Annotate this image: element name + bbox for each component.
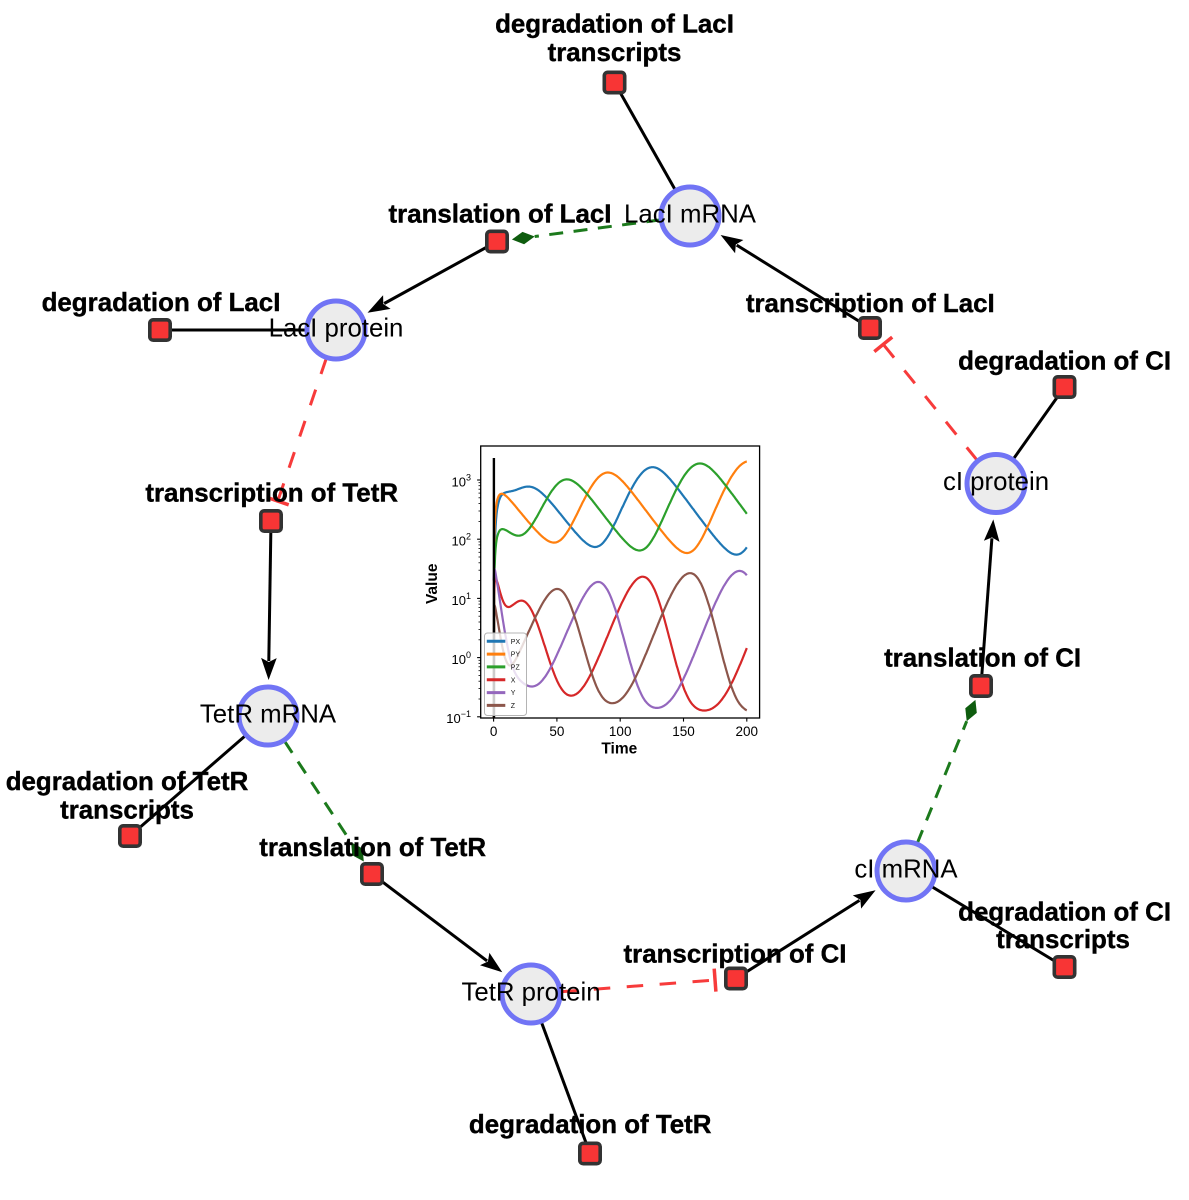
- svg-text:translation of LacI: translation of LacI: [389, 201, 612, 229]
- svg-text:translation of TetR: translation of TetR: [259, 834, 486, 862]
- svg-text:100: 100: [609, 724, 632, 739]
- svg-text:degradation of CI: degradation of CI: [958, 898, 1171, 926]
- svg-text:Value: Value: [424, 563, 441, 604]
- svg-text:degradation of CI: degradation of CI: [958, 347, 1171, 375]
- svg-text:Z: Z: [511, 703, 516, 710]
- svg-text:LacI protein: LacI protein: [269, 315, 404, 343]
- svg-text:X: X: [511, 677, 516, 684]
- svg-text:cI protein: cI protein: [943, 468, 1049, 496]
- svg-text:transcripts: transcripts: [548, 39, 682, 67]
- svg-text:Y: Y: [511, 690, 516, 697]
- svg-text:200: 200: [736, 724, 759, 739]
- svg-text:PX: PX: [511, 639, 521, 646]
- svg-text:TetR mRNA: TetR mRNA: [200, 701, 337, 729]
- svg-text:degradation of TetR: degradation of TetR: [469, 1111, 712, 1139]
- svg-text:TetR protein: TetR protein: [461, 979, 600, 1007]
- svg-text:degradation of TetR: degradation of TetR: [6, 768, 249, 796]
- svg-text:PY: PY: [511, 652, 521, 659]
- svg-text:LacI mRNA: LacI mRNA: [624, 201, 757, 229]
- svg-text:0: 0: [490, 724, 498, 739]
- svg-text:degradation of LacI: degradation of LacI: [495, 10, 734, 38]
- svg-text:transcription of TetR: transcription of TetR: [145, 480, 398, 508]
- svg-text:transcription of CI: transcription of CI: [624, 941, 847, 969]
- svg-text:PZ: PZ: [511, 665, 521, 672]
- svg-text:150: 150: [672, 724, 695, 739]
- svg-text:50: 50: [549, 724, 564, 739]
- svg-text:translation of CI: translation of CI: [884, 645, 1081, 673]
- svg-text:transcripts: transcripts: [60, 797, 194, 825]
- svg-text:cI mRNA: cI mRNA: [854, 856, 958, 884]
- svg-text:transcription of LacI: transcription of LacI: [746, 290, 995, 318]
- svg-text:degradation of LacI: degradation of LacI: [42, 289, 281, 317]
- svg-text:Time: Time: [601, 740, 637, 757]
- svg-text:transcripts: transcripts: [996, 926, 1130, 954]
